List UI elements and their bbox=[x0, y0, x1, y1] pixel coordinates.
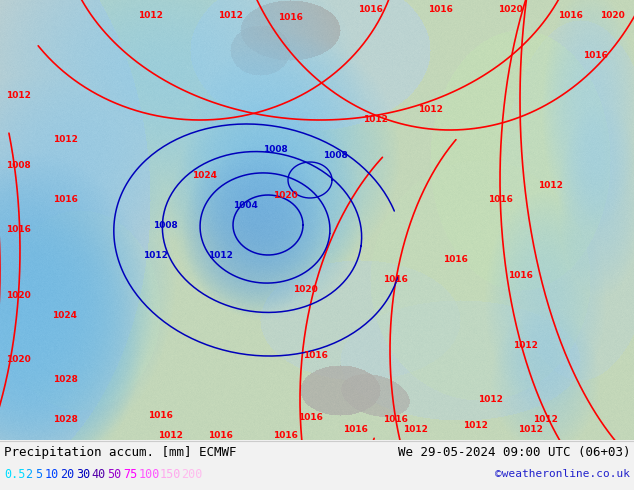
Text: 1008: 1008 bbox=[6, 161, 30, 170]
Text: 150: 150 bbox=[160, 467, 181, 481]
Text: 2: 2 bbox=[25, 467, 32, 481]
Text: 1016: 1016 bbox=[443, 255, 467, 265]
Text: 1012: 1012 bbox=[533, 416, 557, 424]
Text: 1008: 1008 bbox=[323, 150, 347, 160]
Text: 75: 75 bbox=[123, 467, 137, 481]
Text: 1012: 1012 bbox=[158, 431, 183, 440]
Text: 1016: 1016 bbox=[302, 350, 327, 360]
Text: 1012: 1012 bbox=[403, 425, 427, 435]
Text: 1020: 1020 bbox=[273, 191, 297, 199]
Text: 1016: 1016 bbox=[6, 225, 30, 235]
Text: 1016: 1016 bbox=[488, 196, 512, 204]
Text: 1016: 1016 bbox=[382, 275, 408, 285]
Text: 1020: 1020 bbox=[293, 286, 318, 294]
Text: 50: 50 bbox=[107, 467, 122, 481]
Text: 1012: 1012 bbox=[517, 425, 543, 435]
Text: 20: 20 bbox=[61, 467, 75, 481]
Text: 1016: 1016 bbox=[273, 431, 297, 440]
Text: 40: 40 bbox=[92, 467, 106, 481]
Text: 30: 30 bbox=[76, 467, 91, 481]
Text: 100: 100 bbox=[139, 467, 160, 481]
Text: 1020: 1020 bbox=[6, 291, 30, 299]
Text: 5: 5 bbox=[36, 467, 42, 481]
Text: 200: 200 bbox=[181, 467, 203, 481]
Text: 1016: 1016 bbox=[583, 50, 607, 59]
Text: 1012: 1012 bbox=[477, 395, 502, 405]
Text: 1012: 1012 bbox=[512, 341, 538, 349]
Text: 1012: 1012 bbox=[418, 105, 443, 115]
Text: 1016: 1016 bbox=[342, 425, 368, 435]
Text: 1008: 1008 bbox=[153, 220, 178, 229]
Text: 1016: 1016 bbox=[278, 14, 302, 23]
Text: 1012: 1012 bbox=[363, 116, 387, 124]
Text: 1016: 1016 bbox=[508, 270, 533, 279]
Text: 1028: 1028 bbox=[53, 416, 77, 424]
Text: 1016: 1016 bbox=[148, 411, 172, 419]
Text: 1020: 1020 bbox=[6, 356, 30, 365]
Text: 1024: 1024 bbox=[53, 311, 77, 319]
Text: 1012: 1012 bbox=[538, 180, 562, 190]
Text: 1020: 1020 bbox=[498, 5, 522, 15]
Text: 1012: 1012 bbox=[143, 250, 167, 260]
Text: 1020: 1020 bbox=[600, 10, 624, 20]
Text: 1016: 1016 bbox=[557, 10, 583, 20]
Text: 1004: 1004 bbox=[233, 200, 257, 210]
Text: 1012: 1012 bbox=[6, 91, 30, 99]
Text: 1016: 1016 bbox=[207, 431, 233, 440]
Text: 1016: 1016 bbox=[358, 5, 382, 15]
Text: Precipitation accum. [mm] ECMWF: Precipitation accum. [mm] ECMWF bbox=[4, 445, 236, 459]
Text: 1016: 1016 bbox=[427, 5, 453, 15]
Text: 1012: 1012 bbox=[463, 420, 488, 430]
Text: 10: 10 bbox=[45, 467, 59, 481]
Text: 1008: 1008 bbox=[262, 146, 287, 154]
Text: 1012: 1012 bbox=[207, 250, 233, 260]
Text: 1016: 1016 bbox=[382, 416, 408, 424]
Text: 1028: 1028 bbox=[53, 375, 77, 385]
Text: 1012: 1012 bbox=[53, 136, 77, 145]
Text: 1012: 1012 bbox=[138, 10, 162, 20]
Text: 1024: 1024 bbox=[193, 171, 217, 179]
Text: 1016: 1016 bbox=[53, 196, 77, 204]
Text: 1016: 1016 bbox=[297, 414, 323, 422]
Text: We 29-05-2024 09:00 UTC (06+03): We 29-05-2024 09:00 UTC (06+03) bbox=[398, 445, 630, 459]
Text: 1012: 1012 bbox=[217, 10, 242, 20]
Text: 0.5: 0.5 bbox=[4, 467, 25, 481]
Text: ©weatheronline.co.uk: ©weatheronline.co.uk bbox=[495, 469, 630, 479]
